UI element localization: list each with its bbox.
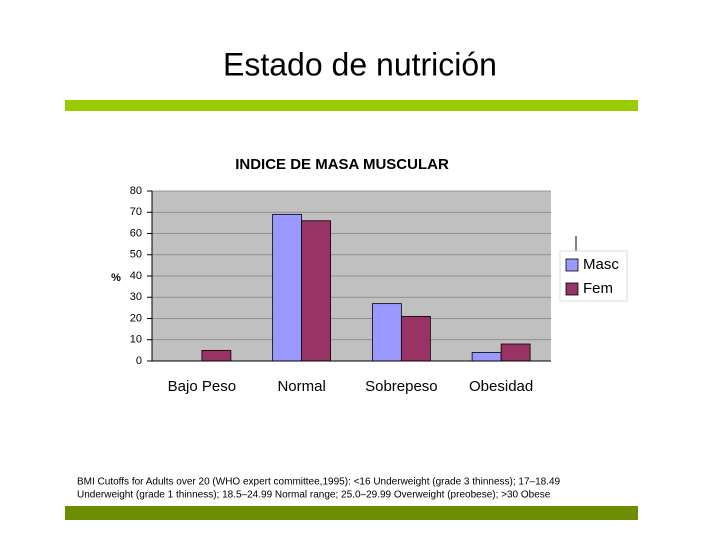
y-axis-label: % <box>111 272 121 284</box>
y-tick-label: 60 <box>130 227 142 239</box>
bar <box>400 315 431 362</box>
y-tick-label: 0 <box>136 355 142 367</box>
x-tick-label: Normal <box>277 378 325 395</box>
bar <box>201 349 232 362</box>
bottom-rule <box>65 506 638 520</box>
x-tick-label: Bajo Peso <box>168 378 236 395</box>
legend-label: Fem <box>583 280 613 297</box>
bar <box>371 303 402 362</box>
y-tick-label: 50 <box>130 249 142 261</box>
x-tick-label: Sobrepeso <box>365 378 438 395</box>
legend-swatch <box>565 258 579 272</box>
y-tick-label: 10 <box>130 334 142 346</box>
y-tick-label: 20 <box>130 312 142 324</box>
bar <box>471 352 502 362</box>
y-tick-label: 80 <box>130 185 142 197</box>
y-tick-label: 40 <box>130 270 142 282</box>
y-tick-label: 30 <box>130 291 142 303</box>
footnote: Underweight (grade 1 thinness); 18.5–24.… <box>77 490 551 501</box>
chart-title: INDICE DE MASA MUSCULAR <box>235 156 449 173</box>
legend-swatch <box>565 282 579 296</box>
x-tick-label: Obesidad <box>469 378 533 395</box>
bar <box>500 343 531 362</box>
bar <box>272 213 303 362</box>
slide-title: Estado de nutrición <box>223 46 497 82</box>
bar <box>301 220 332 362</box>
y-tick-label: 70 <box>130 206 142 218</box>
footnote: BMI Cutoffs for Adults over 20 (WHO expe… <box>77 477 561 488</box>
legend-label: Masc <box>583 256 619 273</box>
top-rule <box>65 100 638 111</box>
